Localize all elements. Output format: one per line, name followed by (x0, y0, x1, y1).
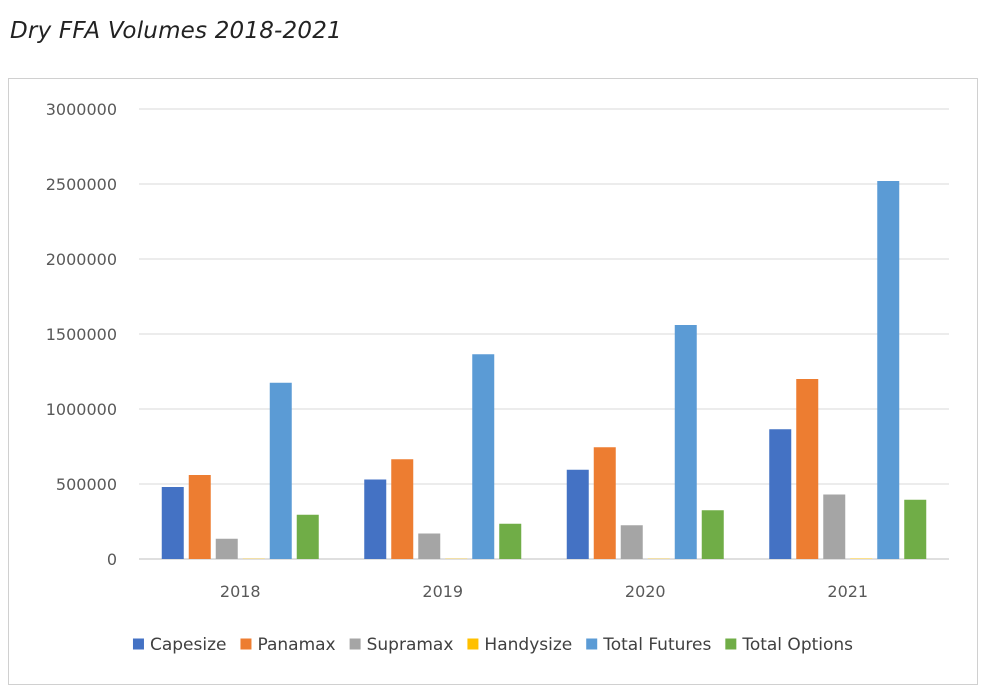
legend: Capesize Panamax Supramax Handysize Total Fu… (132, 635, 853, 655)
legend-label: Total Options (741, 635, 853, 655)
y-tick-label: 500000 (56, 475, 117, 494)
legend-label: Panamax (257, 635, 335, 655)
bar-panamax-2019 (391, 459, 414, 559)
bar-supramax-2019 (418, 533, 441, 559)
legend-label: Handysize (484, 635, 572, 655)
bar-panamax-2018 (188, 475, 211, 559)
legend-item-handysize: Handysize (467, 635, 572, 655)
bar-capesize-2020 (566, 469, 589, 559)
bar-total-futures-2019 (472, 354, 495, 559)
legend-swatch (467, 638, 479, 650)
gridlines (139, 108, 949, 560)
bar-total-options-2020 (701, 510, 724, 559)
x-tick-label: 2020 (625, 582, 666, 601)
legend-label: Capesize (150, 635, 227, 655)
bar-capesize-2018 (161, 487, 184, 559)
legend-label: Total Futures (602, 635, 711, 655)
bars (161, 181, 927, 559)
legend-item-total-futures: Total Futures (586, 635, 711, 655)
legend-swatch (132, 638, 144, 650)
bar-supramax-2021 (823, 494, 846, 559)
x-tick-label: 2018 (220, 582, 261, 601)
legend-item-supramax: Supramax (349, 635, 454, 655)
bar-chart: 0 500000 1000000 1500000 2000000 2500000 30000… (46, 100, 949, 655)
legend-label: Supramax (367, 635, 454, 655)
legend-item-panamax: Panamax (240, 635, 336, 655)
page-title: Dry FFA Volumes 2018-2021 (10, 18, 342, 44)
y-tick-label: 1500000 (46, 325, 117, 344)
bar-total-options-2019 (499, 523, 522, 559)
bar-supramax-2018 (215, 538, 238, 559)
bar-panamax-2020 (593, 447, 616, 559)
bar-capesize-2019 (364, 479, 387, 559)
x-axis-ticks: 2018 2019 2020 2021 (220, 582, 868, 601)
bar-total-options-2021 (904, 499, 927, 559)
y-tick-label: 2000000 (46, 250, 117, 269)
y-tick-label: 1000000 (46, 400, 117, 419)
bar-total-options-2018 (296, 514, 319, 559)
bar-supramax-2020 (620, 525, 643, 559)
legend-swatch (586, 638, 598, 650)
bar-panamax-2021 (796, 379, 819, 559)
legend-item-total-options: Total Options (725, 635, 853, 655)
x-tick-label: 2019 (422, 582, 463, 601)
legend-swatch (349, 638, 361, 650)
x-tick-label: 2021 (827, 582, 868, 601)
bar-total-futures-2018 (269, 382, 292, 559)
legend-item-capesize: Capesize (132, 635, 227, 655)
bar-total-futures-2021 (877, 181, 900, 559)
y-tick-label: 2500000 (46, 175, 117, 194)
bar-total-futures-2020 (674, 325, 697, 559)
chart-area: 0 500000 1000000 1500000 2000000 2500000 30000… (8, 78, 978, 685)
y-tick-label: 0 (107, 550, 117, 569)
bar-capesize-2021 (769, 429, 792, 559)
legend-swatch (240, 638, 252, 650)
y-tick-label: 3000000 (46, 100, 117, 119)
y-axis-ticks: 0 500000 1000000 1500000 2000000 2500000 30000… (46, 100, 117, 569)
legend-swatch (725, 638, 737, 650)
